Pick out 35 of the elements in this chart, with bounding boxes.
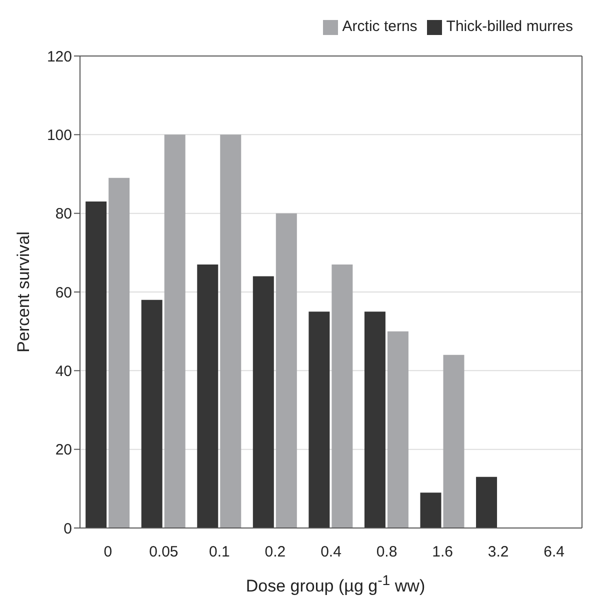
bar <box>387 331 408 528</box>
y-tick-label: 60 <box>55 284 72 302</box>
x-tick-label: 0.1 <box>209 544 230 561</box>
bar <box>332 264 353 528</box>
y-axis-title: Percent survival <box>14 232 34 352</box>
bar <box>220 134 242 528</box>
bar <box>164 134 186 528</box>
x-tick-label: 0 <box>104 544 112 561</box>
x-tick-label: 0.8 <box>376 544 398 561</box>
bar <box>86 202 107 528</box>
y-tick-label: 120 <box>46 48 72 66</box>
y-tick-label: 40 <box>55 362 72 380</box>
x-tick-label: 0.05 <box>149 544 178 561</box>
x-tick-label: 0.4 <box>320 544 342 561</box>
bar <box>276 213 297 528</box>
bar <box>420 492 442 528</box>
bar <box>252 276 274 528</box>
bar <box>364 312 386 528</box>
x-tick-label: 0.2 <box>264 544 286 561</box>
bar <box>476 476 498 528</box>
x-tick-label: 3.2 <box>488 544 509 561</box>
legend-label: Arctic terns <box>342 18 418 35</box>
x-axis-title: Dose group (µg g$^{-1}$ ww) <box>244 573 426 597</box>
y-tick-label: 20 <box>55 442 72 459</box>
y-tick-label: 0 <box>64 520 72 538</box>
bar <box>197 264 218 528</box>
bar <box>141 300 162 528</box>
bar <box>108 178 130 528</box>
bar <box>308 312 330 528</box>
x-tick-label: 1.6 <box>432 544 453 561</box>
y-tick-label: 100 <box>46 126 72 144</box>
bar <box>443 354 464 528</box>
legend-label: Thick-billed murres <box>446 18 573 35</box>
x-tick-label: 6.4 <box>544 544 565 561</box>
y-tick-label: 80 <box>55 206 72 223</box>
